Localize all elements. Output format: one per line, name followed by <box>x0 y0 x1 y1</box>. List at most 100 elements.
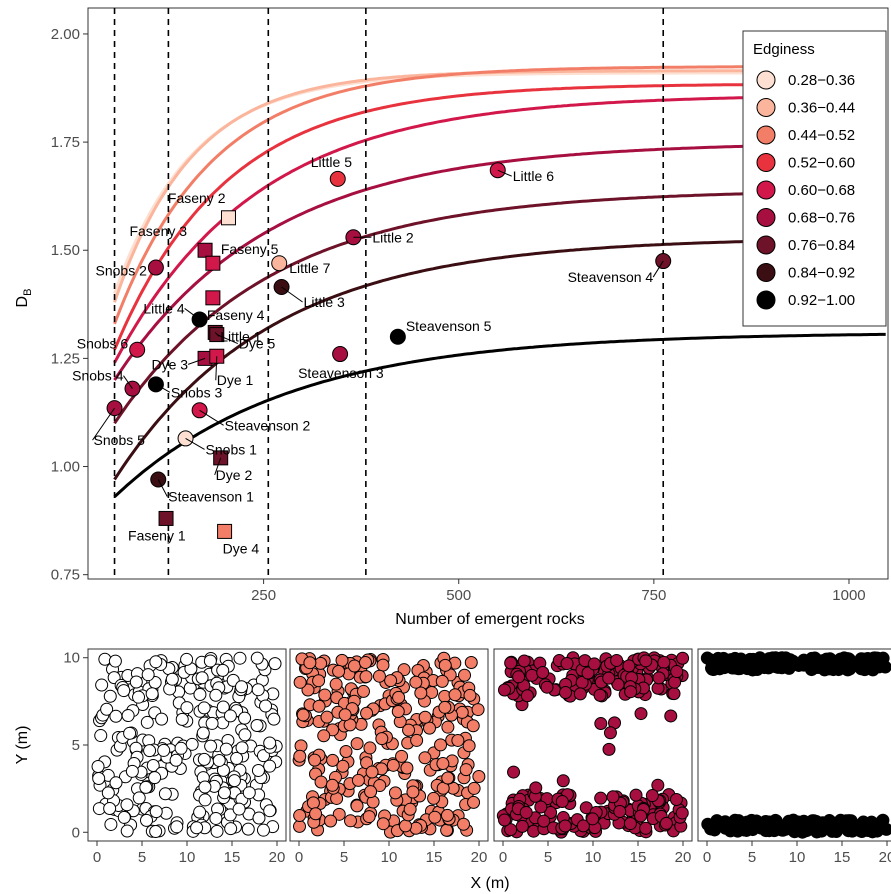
rock-point <box>94 729 108 743</box>
rock-point <box>223 709 237 723</box>
point-steavenson-3 <box>332 346 349 363</box>
x-tick-label-bottom: 20 <box>471 849 488 866</box>
rock-point <box>165 672 179 686</box>
rock-point <box>400 761 414 775</box>
leader-little-3 <box>281 286 303 303</box>
rock-point <box>376 658 390 672</box>
rock-point <box>602 671 616 685</box>
rock-point <box>639 821 653 835</box>
rock-point <box>324 814 338 828</box>
rock-point <box>312 674 326 688</box>
rock-point <box>586 812 600 826</box>
leader-little-4 <box>184 308 200 320</box>
x-tick-label-bottom: 10 <box>585 849 602 866</box>
rock-point <box>613 804 627 818</box>
rock-point <box>639 654 653 668</box>
label-steavenson-1: Steavenson 1 <box>168 489 254 505</box>
rock-point <box>555 795 569 809</box>
rock-point <box>216 663 230 677</box>
legend-label: 0.60−0.68 <box>788 182 855 199</box>
rock-point <box>376 817 390 831</box>
rock-point <box>384 674 398 688</box>
rock-point <box>498 813 512 827</box>
x-axis-title: Number of emergent rocks <box>395 611 584 628</box>
rock-point <box>395 749 409 763</box>
rock-point <box>317 729 331 743</box>
rock-point <box>325 778 339 792</box>
rock-point <box>529 781 543 795</box>
rock-point <box>109 709 123 723</box>
rock-point <box>515 819 529 833</box>
rock-point <box>440 808 454 822</box>
rock-point <box>438 658 452 672</box>
rock-point <box>402 723 416 737</box>
label-little-3: Little 3 <box>304 294 345 310</box>
legend-swatch <box>756 180 776 200</box>
x-tick-label-bottom: 10 <box>789 849 806 866</box>
y-tick-label-bottom: 0 <box>72 824 80 841</box>
panel-points <box>91 651 283 839</box>
rock-point <box>196 726 210 740</box>
x-tick-label-bottom: 5 <box>138 849 146 866</box>
rock-point <box>117 810 131 824</box>
rock-point <box>210 824 224 838</box>
rock-point <box>472 769 486 783</box>
rock-point <box>318 688 332 702</box>
rock-point <box>634 809 648 823</box>
rock-point <box>409 675 423 689</box>
label-little-4: Little 4 <box>143 300 184 316</box>
rock-point <box>463 688 477 702</box>
rock-point <box>252 811 266 825</box>
rock-point <box>314 775 328 789</box>
rock-point <box>230 751 244 765</box>
y-tick-label-bottom: 10 <box>63 650 80 667</box>
leader-steavenson-2 <box>199 409 224 426</box>
rock-point <box>332 807 346 821</box>
rock-point <box>303 656 317 670</box>
rock-point <box>435 674 449 688</box>
label-dye-5: Dye 5 <box>239 336 276 352</box>
rock-point <box>158 787 172 801</box>
label-faseny-1: Faseny 1 <box>128 527 186 543</box>
rock-point <box>365 765 379 779</box>
rock-point <box>466 719 480 733</box>
point-snobs-2 <box>147 259 164 276</box>
rock-point <box>309 807 323 821</box>
rock-point <box>104 817 118 831</box>
rock-point <box>193 687 207 701</box>
label-faseny-3: Faseny 3 <box>129 223 187 239</box>
rock-point <box>603 726 617 740</box>
point-little-5 <box>329 170 346 187</box>
y-tick-label: 1.00 <box>51 459 80 476</box>
x-tick-label-bottom: 15 <box>426 849 443 866</box>
leader-dye-2 <box>214 457 222 476</box>
rock-point <box>343 814 357 828</box>
y-axis-title-bottom: Y (m) <box>14 726 31 765</box>
rock-point <box>634 707 648 721</box>
rock-point <box>525 668 539 682</box>
point-faseny-3 <box>197 242 213 258</box>
rock-point <box>203 654 217 668</box>
rock-point <box>267 712 281 726</box>
rock-point <box>581 666 595 680</box>
rock-point <box>103 689 117 703</box>
rock-point <box>398 819 412 833</box>
rock-point <box>233 651 247 665</box>
rock-point <box>373 779 387 793</box>
rock-point <box>629 788 643 802</box>
rock-point <box>103 801 117 815</box>
rock-point <box>209 811 223 825</box>
rock-point <box>611 677 625 691</box>
rock-point <box>645 789 659 803</box>
rock-point <box>197 701 211 715</box>
rock-point <box>375 732 389 746</box>
rock-point <box>219 742 233 756</box>
rock-point <box>129 675 143 689</box>
rock-point <box>540 680 554 694</box>
rock-point <box>241 822 255 836</box>
point-snobs-6 <box>129 341 146 358</box>
rock-point <box>428 810 442 824</box>
rock-point <box>232 802 246 816</box>
rock-point <box>197 752 211 766</box>
